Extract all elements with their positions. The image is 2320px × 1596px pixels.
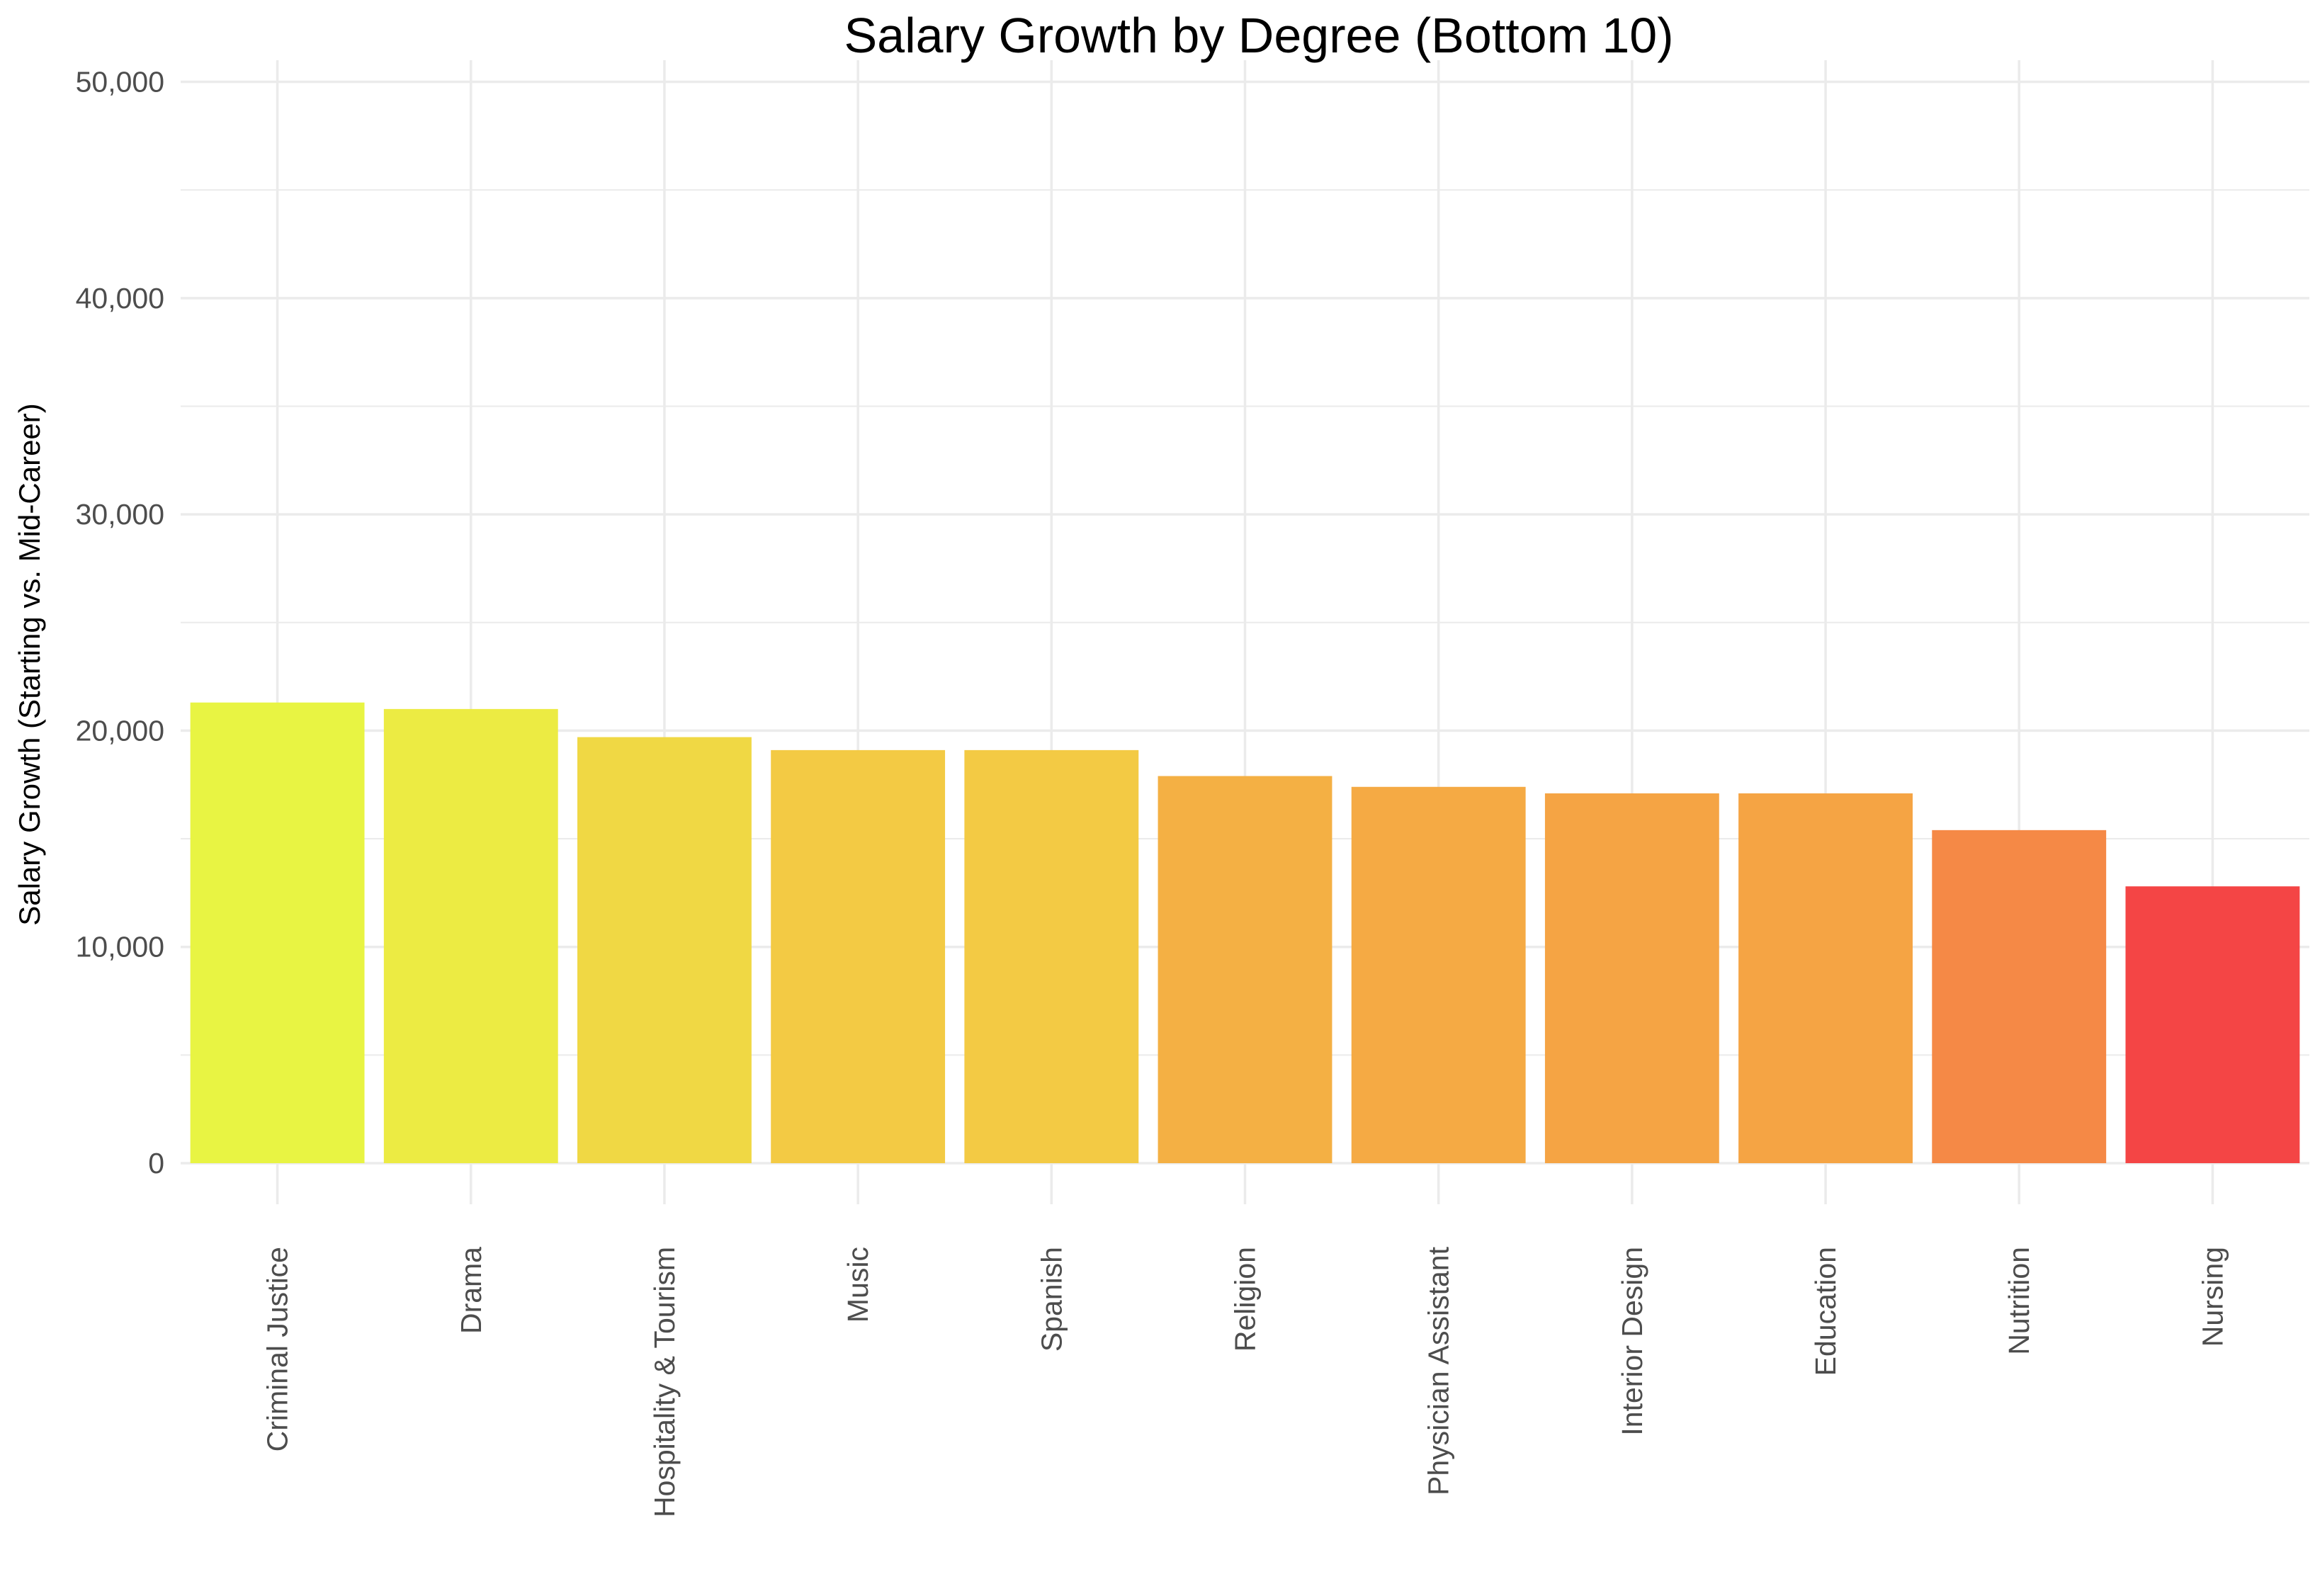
bar	[1932, 830, 2107, 1163]
y-axis-title: Salary Growth (Starting vs. Mid-Career)	[13, 403, 46, 926]
x-tick-label: Spanish	[1035, 1247, 1068, 1352]
y-tick-label: 40,000	[76, 282, 164, 315]
y-tick-label: 30,000	[76, 498, 164, 531]
bar	[1158, 776, 1332, 1163]
y-tick-label: 10,000	[76, 931, 164, 963]
x-tick-label: Physician Assistant	[1422, 1246, 1455, 1495]
x-tick-label: Hospitality & Tourism	[648, 1247, 681, 1517]
y-tick-label: 20,000	[76, 714, 164, 747]
bar	[383, 708, 558, 1163]
y-axis-tick-labels: 0 10,000 20,000 30,000 40,000 50,000	[76, 66, 164, 1179]
bar	[1544, 793, 1719, 1163]
bar	[2125, 886, 2300, 1163]
x-axis-tick-labels: Criminal Justice Drama Hospitality & Touri…	[261, 1246, 2229, 1517]
x-tick-label: Interior Design	[1616, 1247, 1648, 1436]
bar	[771, 749, 946, 1163]
x-tick-label: Criminal Justice	[261, 1247, 294, 1451]
bar	[964, 749, 1139, 1163]
y-tick-label: 50,000	[76, 66, 164, 98]
bar	[190, 702, 365, 1163]
x-tick-label: Music	[842, 1247, 874, 1323]
bar	[1351, 786, 1526, 1163]
x-tick-label: Nursing	[2196, 1247, 2229, 1347]
bar	[577, 737, 752, 1163]
x-tick-label: Education	[1809, 1247, 1842, 1376]
x-tick-label: Nutrition	[2003, 1247, 2035, 1355]
chart-title: Salary Growth by Degree (Bottom 10)	[844, 8, 1673, 63]
bars	[190, 702, 2300, 1163]
y-tick-label: 0	[148, 1147, 164, 1179]
x-tick-label: Drama	[455, 1247, 487, 1334]
x-tick-label: Religion	[1229, 1247, 1262, 1352]
bar	[1738, 793, 1913, 1163]
